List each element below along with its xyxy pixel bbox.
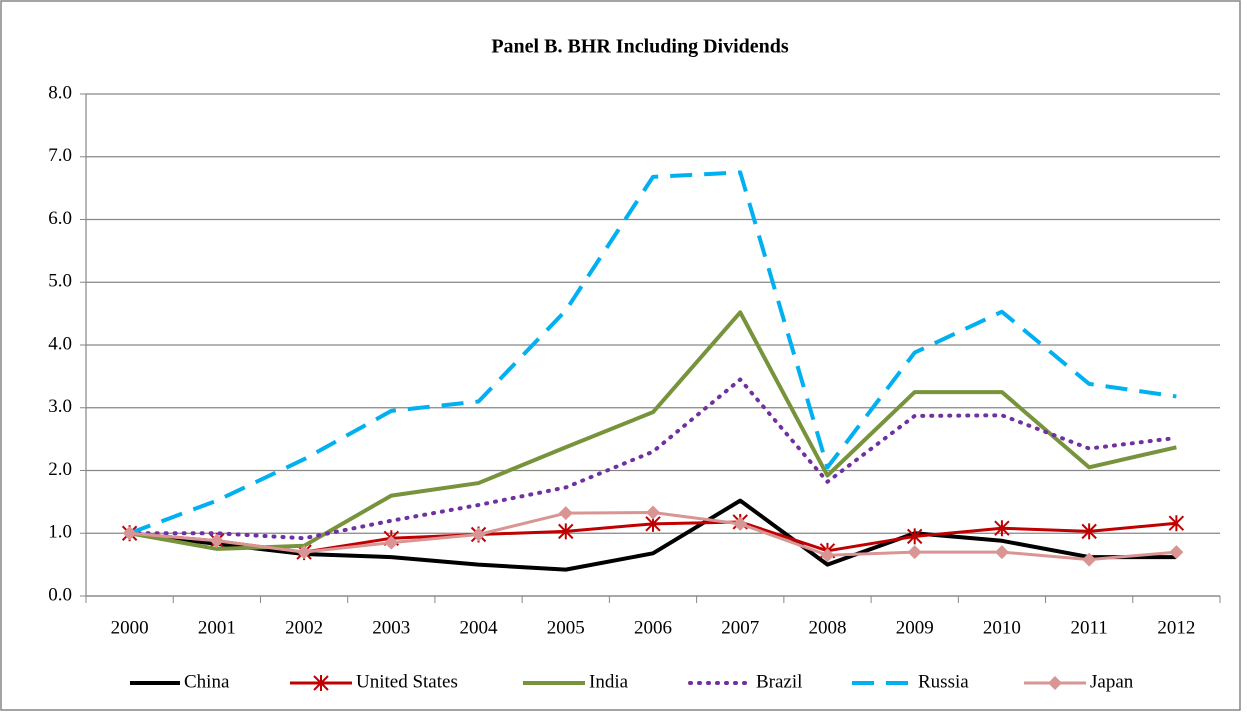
marker	[733, 516, 748, 531]
x-tick-label: 2004	[460, 617, 499, 638]
marker	[209, 533, 224, 548]
x-tick-label: 2007	[721, 617, 759, 638]
y-tick-label: 8.0	[48, 82, 72, 103]
marker	[646, 505, 660, 520]
y-tick-label: 7.0	[48, 145, 72, 166]
y-tick-label: 5.0	[48, 271, 72, 292]
legend-label: Brazil	[756, 671, 802, 692]
x-tick-label: 2008	[808, 617, 846, 638]
x-tick-label: 2006	[634, 617, 672, 638]
legend-label: United States	[356, 671, 458, 692]
marker	[820, 548, 835, 563]
legend-label: China	[184, 671, 230, 692]
legend-label: Japan	[1090, 671, 1134, 692]
x-tick-label: 2010	[983, 617, 1021, 638]
marker	[1048, 676, 1062, 690]
series-line	[127, 377, 1179, 541]
marker	[1082, 552, 1097, 567]
marker	[1168, 515, 1185, 532]
x-tick-label: 2009	[896, 617, 934, 638]
marker	[994, 520, 1010, 537]
x-tick-label: 2011	[1071, 617, 1108, 638]
y-tick-label: 0.0	[48, 584, 72, 605]
x-tick-label: 2002	[285, 617, 323, 638]
marker	[906, 528, 923, 545]
series-line	[128, 170, 1177, 536]
x-tick-label: 2003	[372, 617, 410, 638]
marker	[558, 506, 573, 521]
y-tick-label: 6.0	[48, 208, 72, 229]
y-tick-label: 4.0	[48, 333, 72, 354]
chart-title: Panel B. BHR Including Dividends	[491, 36, 789, 58]
marker	[907, 545, 922, 560]
marker	[384, 535, 399, 550]
x-tick-label: 2000	[111, 617, 149, 638]
marker	[313, 675, 329, 691]
legend-label: Russia	[918, 671, 969, 692]
marker	[1169, 545, 1184, 560]
marker	[558, 523, 574, 540]
marker	[1081, 523, 1097, 540]
x-tick-label: 2001	[198, 617, 236, 638]
marker	[122, 526, 137, 541]
x-tick-label: 2012	[1157, 617, 1195, 638]
y-tick-label: 1.0	[48, 522, 72, 543]
legend-label: India	[589, 671, 629, 692]
marker	[297, 545, 312, 560]
marker	[994, 545, 1009, 560]
y-tick-label: 3.0	[48, 396, 72, 417]
marker	[471, 527, 486, 542]
x-tick-label: 2005	[547, 617, 585, 638]
y-tick-label: 2.0	[48, 459, 72, 480]
